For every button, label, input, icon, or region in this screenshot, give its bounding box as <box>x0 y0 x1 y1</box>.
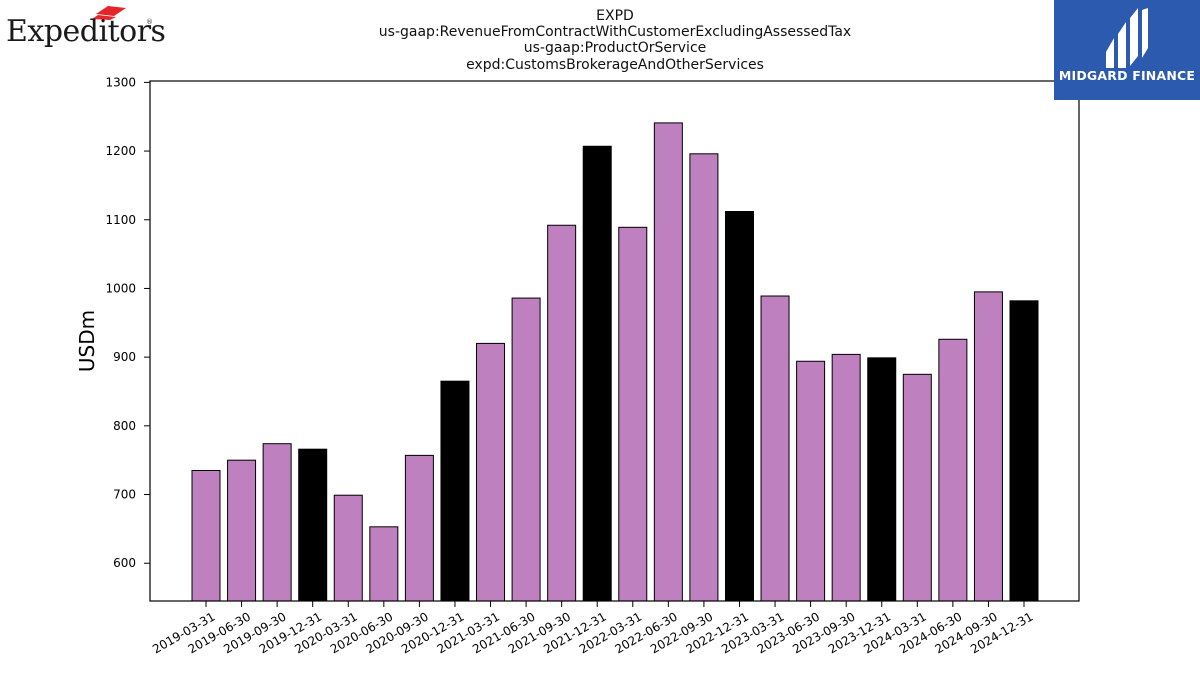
bar-2024-06-30 <box>938 338 968 602</box>
midgard-finance-logo: MIDGARD FINANCE <box>1054 0 1200 100</box>
y-axis-label: USDm <box>75 310 99 372</box>
bar-2023-03-31 <box>760 295 790 602</box>
bar-2023-09-30 <box>831 353 861 602</box>
bar-2023-12-31 <box>867 357 897 602</box>
y-tick-label: 1200 <box>105 144 136 158</box>
registered-mark: ® <box>146 18 153 26</box>
chart-title: EXPD us-gaap:RevenueFromContractWithCust… <box>379 8 851 73</box>
bar-2022-09-30 <box>689 153 719 602</box>
bar-2020-09-30 <box>404 454 434 602</box>
flag-icon <box>92 6 126 20</box>
bar-2024-12-31 <box>1009 300 1039 602</box>
bar-2021-09-30 <box>547 224 577 602</box>
bar-series <box>191 122 1039 602</box>
bar-2022-06-30 <box>653 122 683 602</box>
bar-2019-09-30 <box>262 443 292 602</box>
bar-2020-06-30 <box>369 526 399 602</box>
plot-area-frame <box>149 80 1080 602</box>
expeditors-logo-text: Expeditors <box>6 14 166 49</box>
bar-2024-09-30 <box>973 291 1003 602</box>
bar-2022-03-31 <box>618 226 648 602</box>
bar-2023-06-30 <box>796 360 826 602</box>
expeditors-logo: Expeditors ® <box>4 4 166 52</box>
y-tick-label: 800 <box>113 419 136 433</box>
y-axis-ticks: 600 700 800 900 1000 1100 1200 1300 <box>105 75 150 570</box>
bar-2019-12-31 <box>298 448 328 602</box>
chart-title-line-3: us-gaap:ProductOrService <box>524 40 707 56</box>
bar-2020-03-31 <box>333 494 363 602</box>
y-tick-label: 1100 <box>105 213 136 227</box>
midgard-finance-logo-text: MIDGARD FINANCE <box>1058 68 1196 83</box>
midgard-m-icon <box>1106 8 1148 68</box>
bar-2022-12-31 <box>724 211 754 602</box>
y-tick-label: 600 <box>113 556 136 570</box>
x-axis-ticks: 2019-03-312019-06-302019-09-302019-12-31… <box>150 601 1036 656</box>
chart-title-line-2: us-gaap:RevenueFromContractWithCustomerE… <box>379 24 851 40</box>
y-tick-label: 1300 <box>105 75 136 89</box>
chart-title-line-4: expd:CustomsBrokerageAndOtherServices <box>466 57 764 73</box>
bar-2021-03-31 <box>476 342 506 602</box>
chart-title-line-1: EXPD <box>596 8 634 24</box>
bar-2019-06-30 <box>227 459 257 602</box>
bar-2019-03-31 <box>191 469 221 602</box>
y-tick-label: 1000 <box>105 281 136 295</box>
bar-2024-03-31 <box>902 373 932 602</box>
y-tick-label: 700 <box>113 488 136 502</box>
bar-2021-12-31 <box>582 145 612 602</box>
bar-2021-06-30 <box>511 297 541 602</box>
y-tick-label: 900 <box>113 350 136 364</box>
bar-2020-12-31 <box>440 380 470 602</box>
